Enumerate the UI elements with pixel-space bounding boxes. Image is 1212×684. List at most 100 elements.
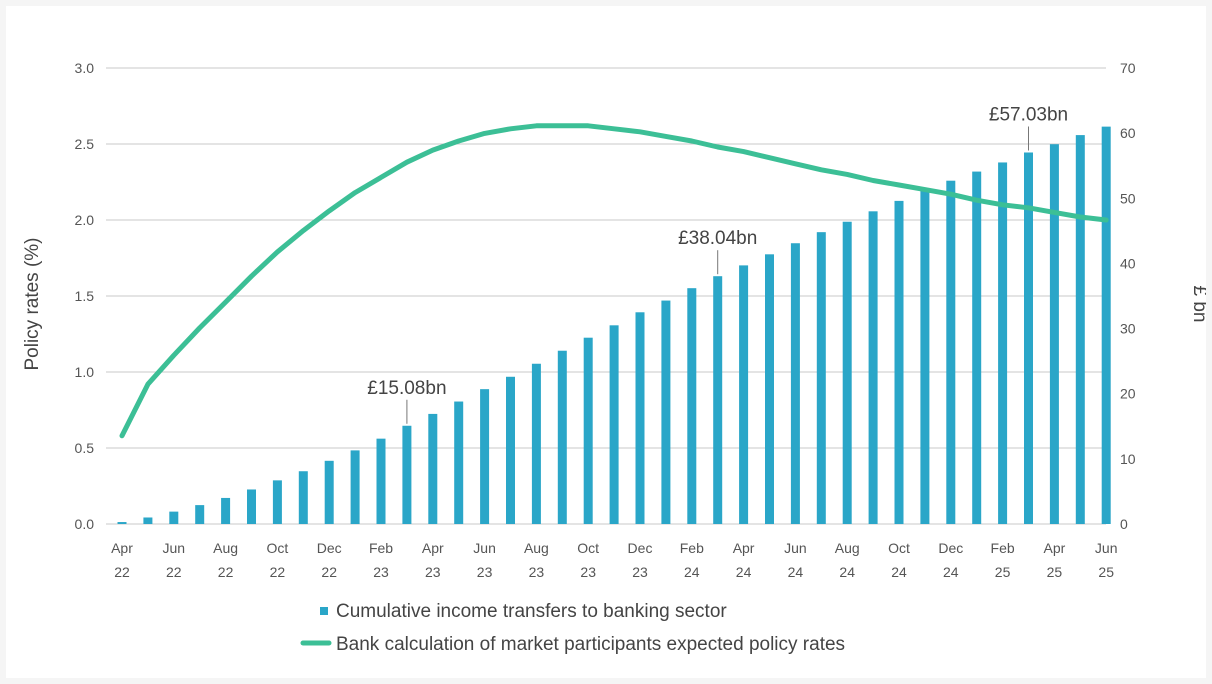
x-tick-month: Oct	[577, 540, 599, 556]
x-tick-month: Jun	[784, 540, 807, 556]
x-tick-year: 23	[580, 564, 596, 580]
right-tick-label: 70	[1120, 60, 1136, 76]
x-axis-ticks: Apr 22 Jun 22 Aug 22 Oct 22 Dec 22 Feb 23 Apr 23 Jun 23…	[111, 540, 1117, 580]
right-tick-label: 30	[1120, 321, 1136, 337]
bar	[298, 471, 308, 524]
bar	[117, 522, 127, 524]
x-tick-year: 25	[995, 564, 1011, 580]
x-tick-month: Aug	[524, 540, 549, 556]
x-tick-year: 24	[788, 564, 804, 580]
bar	[169, 511, 179, 524]
right-tick-label: 0	[1120, 516, 1128, 532]
bar	[1101, 126, 1111, 524]
annotation-label: £38.04bn	[678, 228, 757, 249]
bar	[557, 350, 567, 524]
bar	[972, 171, 982, 524]
right-axis-title: £ bn	[1189, 286, 1206, 323]
left-tick-label: 0.5	[75, 440, 95, 456]
legend-bar-label: Cumulative income transfers to banking s…	[336, 601, 727, 622]
x-tick-month: Oct	[888, 540, 910, 556]
bar	[609, 325, 619, 524]
bar	[454, 401, 464, 524]
bar	[143, 517, 153, 524]
bar	[998, 162, 1008, 524]
bar	[842, 221, 852, 525]
left-tick-label: 3.0	[75, 60, 95, 76]
bar	[324, 460, 334, 524]
right-tick-label: 20	[1120, 386, 1136, 402]
x-tick-month: Jun	[473, 540, 496, 556]
bar	[247, 489, 256, 524]
x-tick-year: 24	[891, 564, 907, 580]
x-tick-month: Feb	[680, 540, 704, 556]
bar	[635, 312, 645, 524]
x-tick-year: 23	[425, 564, 441, 580]
bar	[583, 337, 593, 524]
right-axis-ticks: 0 10 20 30 40 50 60 70	[1120, 60, 1136, 532]
x-tick-year: 24	[684, 564, 700, 580]
left-axis-ticks: 0.0 0.5 1.0 1.5 2.0 2.5 3.0	[75, 60, 95, 532]
x-tick-month: Apr	[733, 540, 755, 556]
bar	[195, 505, 205, 524]
x-tick-month: Feb	[991, 540, 1015, 556]
x-tick-month: Feb	[369, 540, 393, 556]
x-tick-month: Aug	[213, 540, 238, 556]
combo-chart: £15.08bn £38.04bn £57.03bn 0.0 0.5 1.0 1.5 2.0…	[22, 60, 1206, 655]
x-tick-year: 24	[839, 564, 855, 580]
bar	[376, 438, 386, 524]
bar	[272, 480, 282, 524]
bar	[1049, 144, 1059, 524]
x-tick-year: 22	[114, 564, 130, 580]
x-tick-month: Jun	[1095, 540, 1118, 556]
x-tick-year: 22	[270, 564, 286, 580]
bar	[350, 450, 360, 524]
legend-bar-marker	[320, 607, 328, 615]
x-tick-month: Dec	[628, 540, 653, 556]
bar	[894, 200, 904, 525]
annotation-label: £15.08bn	[367, 378, 446, 399]
x-tick-year: 24	[943, 564, 959, 580]
grid-lines	[106, 67, 1106, 525]
bar	[402, 425, 412, 524]
right-tick-label: 40	[1120, 255, 1136, 271]
x-tick-year: 23	[529, 564, 545, 580]
x-tick-month: Dec	[317, 540, 342, 556]
left-tick-label: 2.0	[75, 212, 95, 228]
chart-frame: £15.08bn £38.04bn £57.03bn 0.0 0.5 1.0 1.5 2.0…	[6, 6, 1206, 678]
bar	[713, 276, 723, 524]
x-tick-year: 25	[1047, 564, 1063, 580]
left-tick-label: 2.5	[75, 136, 95, 152]
left-axis-title: Policy rates (%)	[22, 237, 43, 370]
x-tick-month: Apr	[111, 540, 133, 556]
bar	[506, 376, 515, 524]
x-tick-year: 22	[321, 564, 337, 580]
bar-series	[117, 126, 1111, 525]
x-tick-year: 22	[166, 564, 182, 580]
bar	[1075, 135, 1085, 524]
right-tick-label: 10	[1120, 451, 1136, 467]
right-tick-label: 50	[1120, 190, 1136, 206]
left-tick-label: 1.5	[75, 288, 95, 304]
x-tick-year: 25	[1098, 564, 1114, 580]
bar	[661, 300, 671, 524]
bar	[221, 497, 231, 524]
x-tick-month: Oct	[267, 540, 289, 556]
bar	[946, 180, 956, 524]
bar	[790, 243, 800, 524]
x-tick-year: 24	[736, 564, 752, 580]
legend-line-label: Bank calculation of market participants …	[336, 634, 845, 655]
annotation-label: £57.03bn	[989, 104, 1068, 125]
x-tick-month: Apr	[1044, 540, 1066, 556]
line-series	[119, 123, 1109, 439]
bar	[687, 288, 697, 524]
left-tick-label: 1.0	[75, 364, 95, 380]
bar	[739, 265, 749, 524]
x-tick-year: 23	[632, 564, 648, 580]
x-tick-year: 23	[477, 564, 493, 580]
bar	[1024, 152, 1033, 524]
bar	[480, 389, 490, 524]
x-tick-year: 22	[218, 564, 234, 580]
bar	[920, 190, 930, 524]
bar	[531, 363, 541, 524]
left-tick-label: 0.0	[75, 516, 95, 532]
